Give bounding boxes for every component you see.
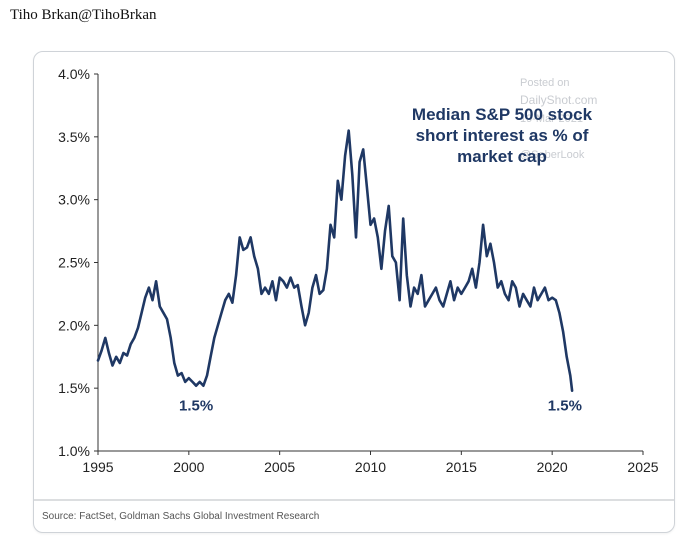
author-line[interactable]: Tiho Brkan@TihoBrkan <box>10 7 157 23</box>
y-tick-label: 3.5% <box>58 129 90 145</box>
x-tick-label: 2000 <box>173 459 204 475</box>
y-tick-label: 1.0% <box>58 443 90 459</box>
source-note: Source: FactSet, Goldman Sachs Global In… <box>42 511 319 522</box>
line-chart: Posted on DailyShot.com 19-Mar-2021 @Sob… <box>34 66 674 522</box>
data-label: 1.5% <box>179 398 213 415</box>
chart-title-line: short interest as % of <box>416 126 589 145</box>
watermark-line: 19-Mar-2021 <box>520 113 583 125</box>
x-tick-label: 2005 <box>264 459 295 475</box>
chart-title-line: Median S&P 500 stock <box>412 105 593 124</box>
watermark-line: DailyShot.com <box>520 93 597 107</box>
x-tick-label: 2020 <box>537 459 568 475</box>
x-tick-label: 1995 <box>82 459 113 475</box>
y-tick-label: 3.0% <box>58 192 90 208</box>
x-tick-label: 2010 <box>355 459 386 475</box>
y-tick-label: 2.0% <box>58 317 90 333</box>
y-tick-label: 1.5% <box>58 380 90 396</box>
x-tick-label: 2015 <box>446 459 477 475</box>
series-line <box>96 129 574 393</box>
chart-title-line: market cap <box>457 147 547 166</box>
data-label: 1.5% <box>548 398 582 415</box>
chart-card[interactable]: Posted on DailyShot.com 19-Mar-2021 @Sob… <box>33 51 675 533</box>
y-tick-label: 4.0% <box>58 66 90 82</box>
x-tick-label: 2025 <box>627 459 658 475</box>
y-tick-label: 2.5% <box>58 255 90 271</box>
watermark-line: @SoberLook <box>520 149 585 161</box>
watermark-line: Posted on <box>520 77 570 89</box>
